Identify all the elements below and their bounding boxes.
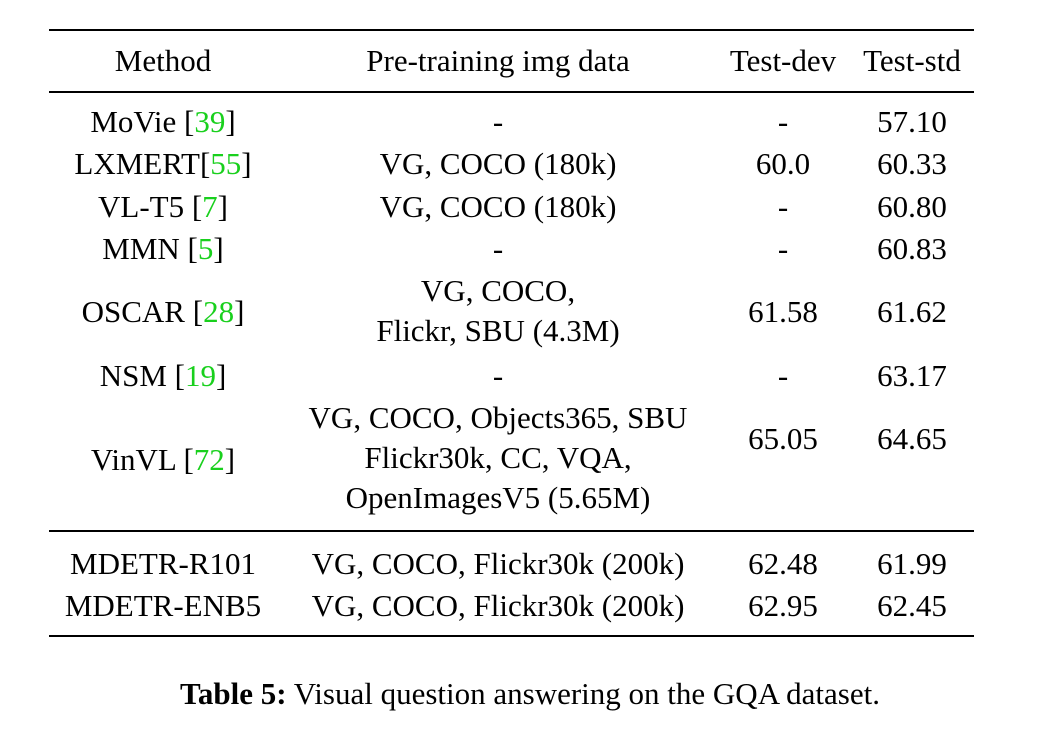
teststd-cell: 64.65 [877,421,947,456]
header-pretrain: Pre-training img data [366,43,630,78]
teststd-cell: 62.45 [877,588,947,623]
teststd-cell: 60.80 [877,189,947,224]
citation-link[interactable]: 39 [194,104,226,139]
method-cell: MMN [5] [102,231,224,266]
teststd-cell: 60.83 [877,231,947,266]
citation-link[interactable]: 55 [210,146,242,181]
header-teststd: Test-std [863,43,961,78]
section-rule [49,530,974,532]
method-cell: VL-T5 [7] [98,189,228,224]
pretrain-cell: - [492,104,504,139]
citation-link[interactable]: 72 [193,442,225,477]
testdev-cell: 61.58 [748,294,818,329]
header-testdev: Test-dev [729,43,837,78]
method-cell: MDETR-R101 [70,546,256,581]
pretrain-cell: VG, COCO, Flickr30k (200k) [311,546,685,581]
pretrain-cell: VG, COCO, Flickr, SBU (4.3M) [376,273,620,348]
caption-label: Table 5: [180,676,287,711]
teststd-cell: 61.99 [877,546,947,581]
header-method: Method [114,43,212,78]
testdev-cell: 60.0 [755,146,811,181]
testdev-cell: 62.48 [748,546,818,581]
pretrain-cell: VG, COCO (180k) [379,189,617,224]
teststd-cell: 57.10 [877,104,947,139]
method-cell: VinVL [72] [90,442,236,477]
citation-link[interactable]: 7 [202,189,218,224]
bottom-rule [49,635,974,637]
method-cell: NSM [19] [99,358,227,393]
citation-link[interactable]: 5 [197,231,214,266]
table-caption: Table 5: Visual question answering on th… [0,672,1060,716]
pretrain-cell: - [492,231,504,266]
testdev-cell: - [777,231,789,266]
caption-text: Visual question answering on the GQA dat… [286,676,880,711]
method-cell: OSCAR [28] [81,294,245,329]
pretrain-cell: VG, COCO, Flickr30k (200k) [311,588,685,623]
testdev-cell: - [777,104,789,139]
testdev-cell: 62.95 [748,588,818,623]
pretrain-cell: - [492,358,504,393]
header-rule [49,91,974,93]
pretrain-cell: VG, COCO, Objects365, SBU Flickr30k, CC, … [308,400,688,515]
method-cell: MDETR-ENB5 [64,588,262,623]
testdev-cell: - [777,189,789,224]
pretrain-cell: VG, COCO (180k) [379,146,617,181]
method-cell: MoVie [39] [90,104,236,139]
teststd-cell: 63.17 [877,358,947,393]
teststd-cell: 60.33 [877,146,947,181]
method-cell: LXMERT[55] [74,146,252,181]
citation-link[interactable]: 28 [203,294,235,329]
testdev-cell: - [777,358,789,393]
citation-link[interactable]: 19 [184,358,216,393]
top-rule [49,29,974,31]
testdev-cell: 65.05 [748,421,818,456]
teststd-cell: 61.62 [877,294,947,329]
